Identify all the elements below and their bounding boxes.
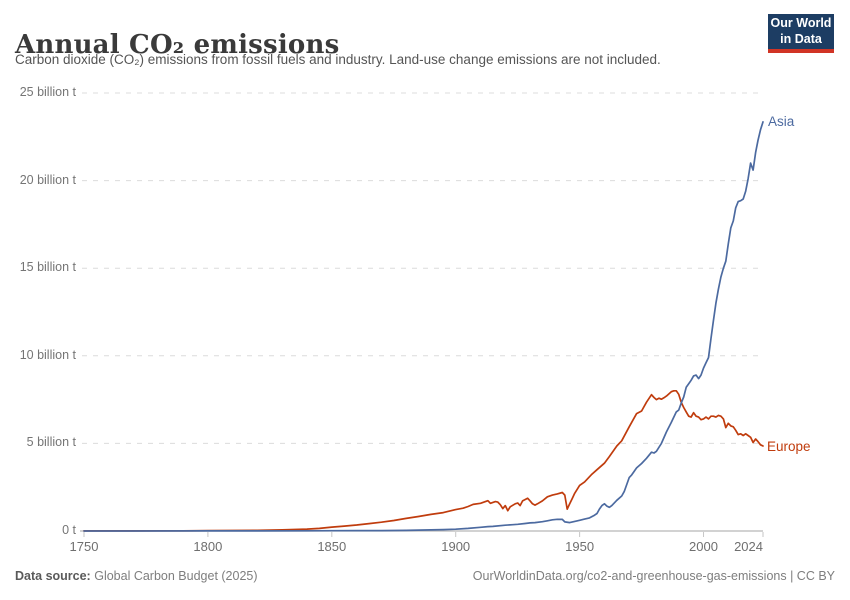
y-axis-tick-label: 20 billion t <box>19 172 76 187</box>
x-axis-tick-label: 1800 <box>193 539 223 554</box>
y-axis-tick-label: 5 billion t <box>26 435 76 450</box>
series-label-europe[interactable]: Europe <box>767 439 811 455</box>
x-axis-tick-label: 1950 <box>565 539 595 554</box>
data-source-label: Data source: <box>15 569 91 583</box>
y-axis-tick-label: 15 billion t <box>19 260 76 275</box>
y-axis-tick-label: 10 billion t <box>19 347 76 362</box>
attribution-link[interactable]: OurWorldinData.org/co2-and-greenhouse-ga… <box>472 569 835 583</box>
data-source-value: Global Carbon Budget (2025) <box>94 569 258 583</box>
owid-logo-line1: Our World <box>770 16 832 30</box>
y-axis-tick-label: 25 billion t <box>19 85 76 99</box>
chart-footer: Data source: Global Carbon Budget (2025)… <box>15 569 835 583</box>
series-label-asia[interactable]: Asia <box>768 113 795 129</box>
chart-subtitle: Carbon dioxide (CO₂) emissions from foss… <box>15 52 661 67</box>
x-axis-tick-label: 2024 <box>734 539 763 554</box>
x-axis-tick-label: 1750 <box>69 539 99 554</box>
owid-logo[interactable]: Our World in Data <box>768 14 834 53</box>
series-line-europe[interactable] <box>83 389 764 532</box>
chart-title: Annual CO₂ emissions <box>15 30 340 61</box>
y-axis-tick-label: 0 t <box>62 523 76 537</box>
owid-logo-line2: in Data <box>780 31 822 46</box>
x-axis-tick-label: 2000 <box>689 539 718 554</box>
data-source-note: Data source: Global Carbon Budget (2025) <box>15 569 258 583</box>
x-axis-tick-label: 1900 <box>441 539 471 554</box>
series-line-asia[interactable] <box>83 121 764 532</box>
x-axis-tick-label: 1850 <box>317 539 347 554</box>
